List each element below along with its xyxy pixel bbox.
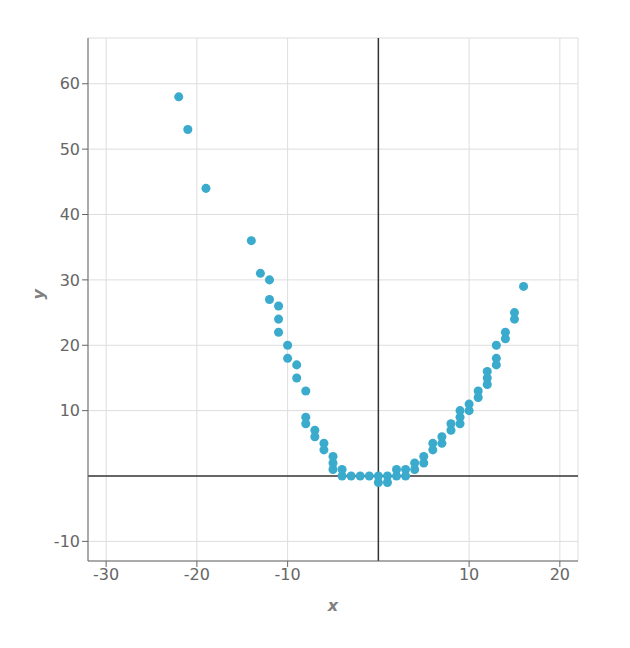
svg-text:10: 10 bbox=[459, 565, 479, 584]
svg-text:-20: -20 bbox=[184, 565, 210, 584]
svg-text:30: 30 bbox=[60, 271, 80, 290]
svg-text:50: 50 bbox=[60, 140, 80, 159]
svg-text:40: 40 bbox=[60, 205, 80, 224]
svg-text:20: 20 bbox=[60, 336, 80, 355]
svg-text:-30: -30 bbox=[93, 565, 119, 584]
svg-text:-10: -10 bbox=[275, 565, 301, 584]
svg-text:20: 20 bbox=[550, 565, 570, 584]
svg-text:60: 60 bbox=[60, 74, 80, 93]
svg-text:y: y bbox=[29, 289, 48, 300]
svg-text:-10: -10 bbox=[54, 532, 80, 551]
svg-text:10: 10 bbox=[60, 401, 80, 420]
svg-text:x: x bbox=[327, 596, 339, 615]
